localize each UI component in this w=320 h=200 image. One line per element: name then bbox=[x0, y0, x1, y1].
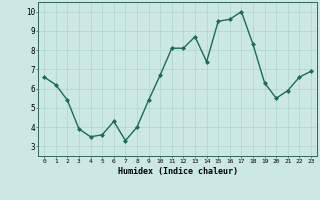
X-axis label: Humidex (Indice chaleur): Humidex (Indice chaleur) bbox=[118, 167, 238, 176]
